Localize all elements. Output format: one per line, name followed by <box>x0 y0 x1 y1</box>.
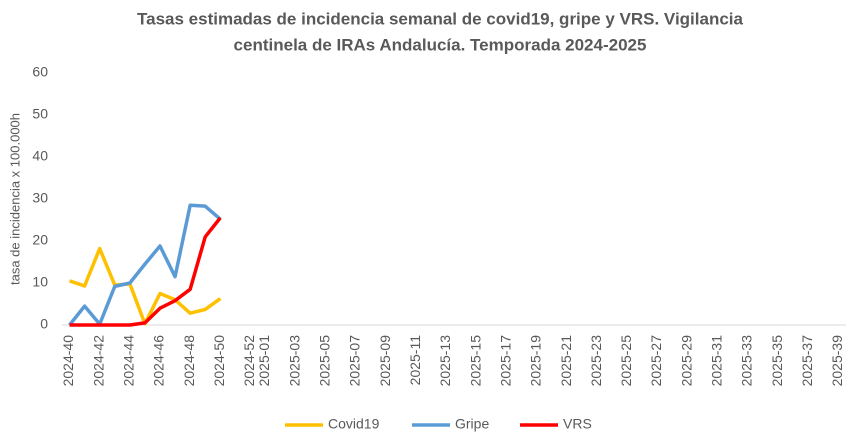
legend-label: Gripe <box>455 416 489 432</box>
x-tick-label: 2025-21 <box>558 335 574 387</box>
x-tick-label: 2025-05 <box>317 335 333 387</box>
x-tick-label: 2025-09 <box>377 335 393 387</box>
x-tick-label: 2025-25 <box>618 335 634 387</box>
y-tick-label: 40 <box>32 148 48 164</box>
line-series <box>68 203 222 327</box>
x-tick-label: 2025-33 <box>739 335 755 387</box>
x-tick-label: 2025-03 <box>286 335 302 387</box>
y-tick-label: 60 <box>32 64 48 80</box>
x-tick-label: 2025-19 <box>528 335 544 387</box>
y-tick-label: 20 <box>32 232 48 248</box>
y-tick-label: 0 <box>40 316 48 332</box>
legend-label: Covid19 <box>328 416 380 432</box>
x-tick-label: 2025-27 <box>648 335 664 387</box>
y-tick-label: 10 <box>32 274 48 290</box>
line-series <box>69 216 222 327</box>
x-tick-label: 2025-37 <box>799 335 815 387</box>
y-tick-label: 50 <box>32 106 48 122</box>
x-tick-label: 2025-17 <box>497 335 513 387</box>
x-tick-label: 2024-46 <box>151 335 167 387</box>
x-tick-label: 2025-11 <box>407 335 423 386</box>
x-tick-label: 2025-31 <box>709 335 725 387</box>
x-tick-label: 2025-23 <box>588 335 604 387</box>
x-tick-label: 2025-07 <box>347 335 363 387</box>
x-tick-label: 2025-39 <box>829 335 845 387</box>
chart-title: centinela de IRAs Andalucía. Temporada 2… <box>234 35 647 54</box>
x-tick-label: 2025-29 <box>678 335 694 387</box>
y-axis-title: tasa de incidencia x 100.000h <box>7 113 22 285</box>
x-tick-label: 2024-42 <box>90 335 106 387</box>
x-tick-label: 2024-44 <box>121 335 137 387</box>
x-tick-label: 2025-13 <box>437 335 453 387</box>
legend-label: VRS <box>563 416 592 432</box>
x-tick-label: 2024-40 <box>60 335 76 387</box>
chart-title: Tasas estimadas de incidencia semanal de… <box>137 9 744 28</box>
x-tick-label: 2024-52 <box>241 335 257 387</box>
y-tick-label: 30 <box>32 190 48 206</box>
x-tick-label: 2025-15 <box>467 335 483 387</box>
x-tick-label: 2024-50 <box>211 335 227 387</box>
x-tick-label: 2024-48 <box>181 335 197 387</box>
x-tick-label: 2025-01 <box>256 335 272 387</box>
x-tick-label: 2025-35 <box>769 335 785 387</box>
